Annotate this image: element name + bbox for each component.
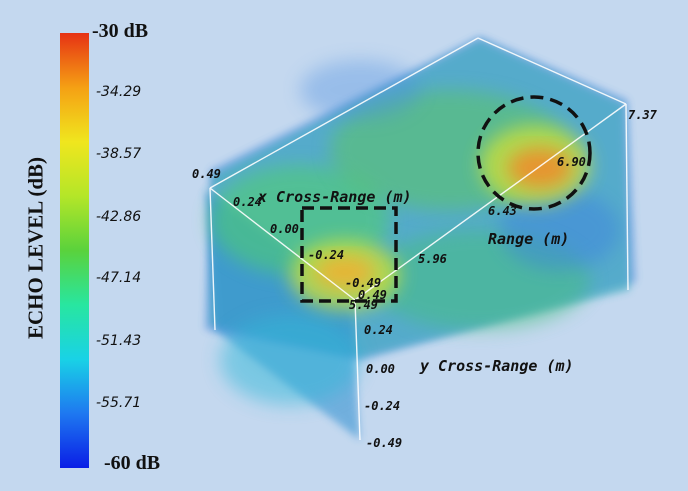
- speckle-blue-2: [300, 60, 420, 120]
- y-tick-label: -0.24: [364, 399, 401, 413]
- colorbar-tick-label: -47.14: [96, 270, 142, 286]
- x-tick-label: 0.49: [192, 167, 221, 181]
- y-axis-label: y Cross-Range (m): [420, 357, 574, 375]
- y-tick-label: 0.24: [364, 323, 393, 337]
- colorbar-title: ECHO LEVEL (dB): [23, 156, 48, 340]
- volume-render: [205, 36, 636, 440]
- box-edge-front: [354, 299, 361, 441]
- colorbar-tick-label: -38.57: [96, 146, 142, 162]
- x-tick-label: 0.24: [233, 195, 262, 209]
- colorbar-max-label: -30 dB: [92, 20, 149, 42]
- colorbar-tick-label: -42.86: [96, 209, 142, 225]
- colorbar: [60, 33, 89, 468]
- box-edge-back: [354, 103, 627, 301]
- colorbar-tick-label: -34.29: [96, 84, 142, 100]
- colorbar-tick-label: -51.43: [96, 333, 142, 349]
- speckle-cyan-1: [220, 315, 360, 405]
- y-tick-label: 0.00: [366, 362, 395, 376]
- marker-dashed-square: [300, 206, 398, 303]
- range-tick-label: 7.37: [628, 108, 657, 122]
- x-tick-label: -0.24: [308, 248, 345, 262]
- y-tick-label: -0.49: [366, 436, 403, 450]
- box-edge-left: [209, 187, 216, 331]
- z-axis-label: Range (m): [488, 230, 570, 248]
- y-tick-label: 0.49: [358, 288, 387, 302]
- range-tick-label: 5.96: [418, 252, 447, 266]
- box-edge-right: [625, 103, 629, 291]
- box-edge-diagonal: [209, 187, 356, 301]
- range-tick-label: 6.90: [557, 155, 586, 169]
- x-axis-label: x Cross-Range (m): [258, 188, 412, 206]
- marker-dashed-circle: [476, 95, 592, 211]
- box-edge-top-left: [209, 37, 479, 189]
- colorbar-min-label: -60 dB: [104, 452, 161, 474]
- range-tick-label: 5.49: [349, 298, 378, 312]
- x-tick-label: 0.00: [270, 222, 299, 236]
- colorbar-tick-label: -55.71: [96, 395, 142, 411]
- bounding-box: [209, 37, 629, 441]
- range-tick-label: 6.43: [488, 204, 517, 218]
- box-edge-top-right: [477, 37, 627, 105]
- x-tick-label: -0.49: [345, 276, 382, 290]
